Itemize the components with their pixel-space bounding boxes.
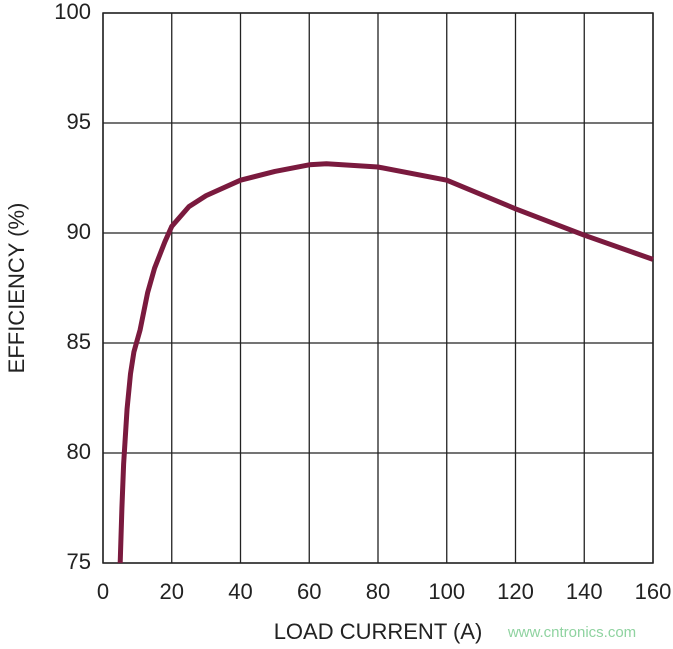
data-line: [117, 161, 654, 564]
y-tick-label: 80: [67, 439, 91, 464]
x-tick-label: 100: [428, 579, 465, 604]
x-tick-label: 40: [228, 579, 252, 604]
watermark: www.cntronics.com: [507, 624, 636, 641]
plot-frame: [102, 12, 654, 564]
y-tick-label: 75: [67, 549, 91, 574]
x-tick-label: 140: [566, 579, 603, 604]
y-tick-label: 100: [54, 0, 91, 24]
y-axis-label: EFFICIENCY (%): [4, 203, 29, 374]
y-tick-label: 85: [67, 329, 91, 354]
y-tick-label: 90: [67, 219, 91, 244]
x-tick-label: 120: [497, 579, 534, 604]
x-tick-label: 60: [297, 579, 321, 604]
x-tick-label: 20: [160, 579, 184, 604]
x-tick-label: 160: [635, 579, 672, 604]
x-tick-label: 0: [97, 579, 109, 604]
x-axis-label: LOAD CURRENT (A): [274, 619, 483, 644]
x-tick-label: 80: [366, 579, 390, 604]
y-tick-label: 95: [67, 109, 91, 134]
